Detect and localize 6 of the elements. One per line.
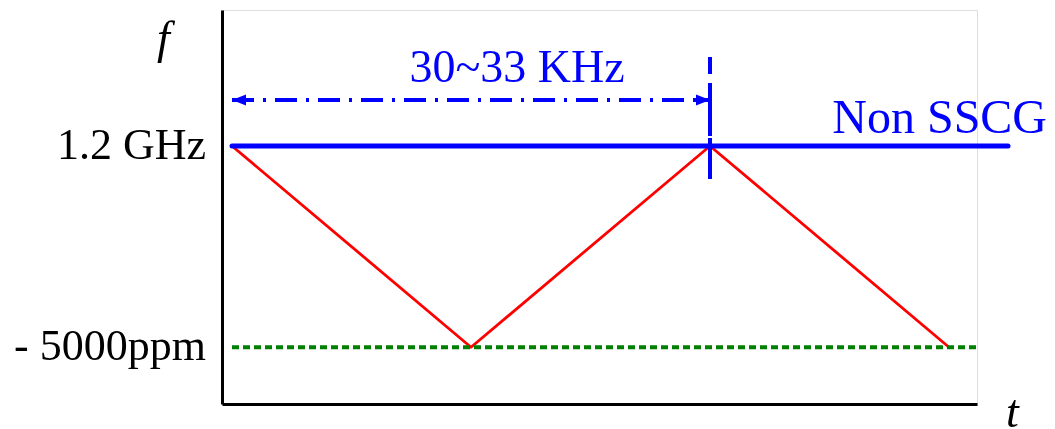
ref-line-label: Non SSCG [832, 89, 1047, 143]
text: 30~33 KHz [409, 41, 625, 92]
y-axis-title: f [157, 11, 177, 63]
text: - 5000ppm [14, 321, 206, 371]
text: 1.2 GHz [56, 119, 206, 169]
x-axis-title: t [1006, 385, 1021, 429]
